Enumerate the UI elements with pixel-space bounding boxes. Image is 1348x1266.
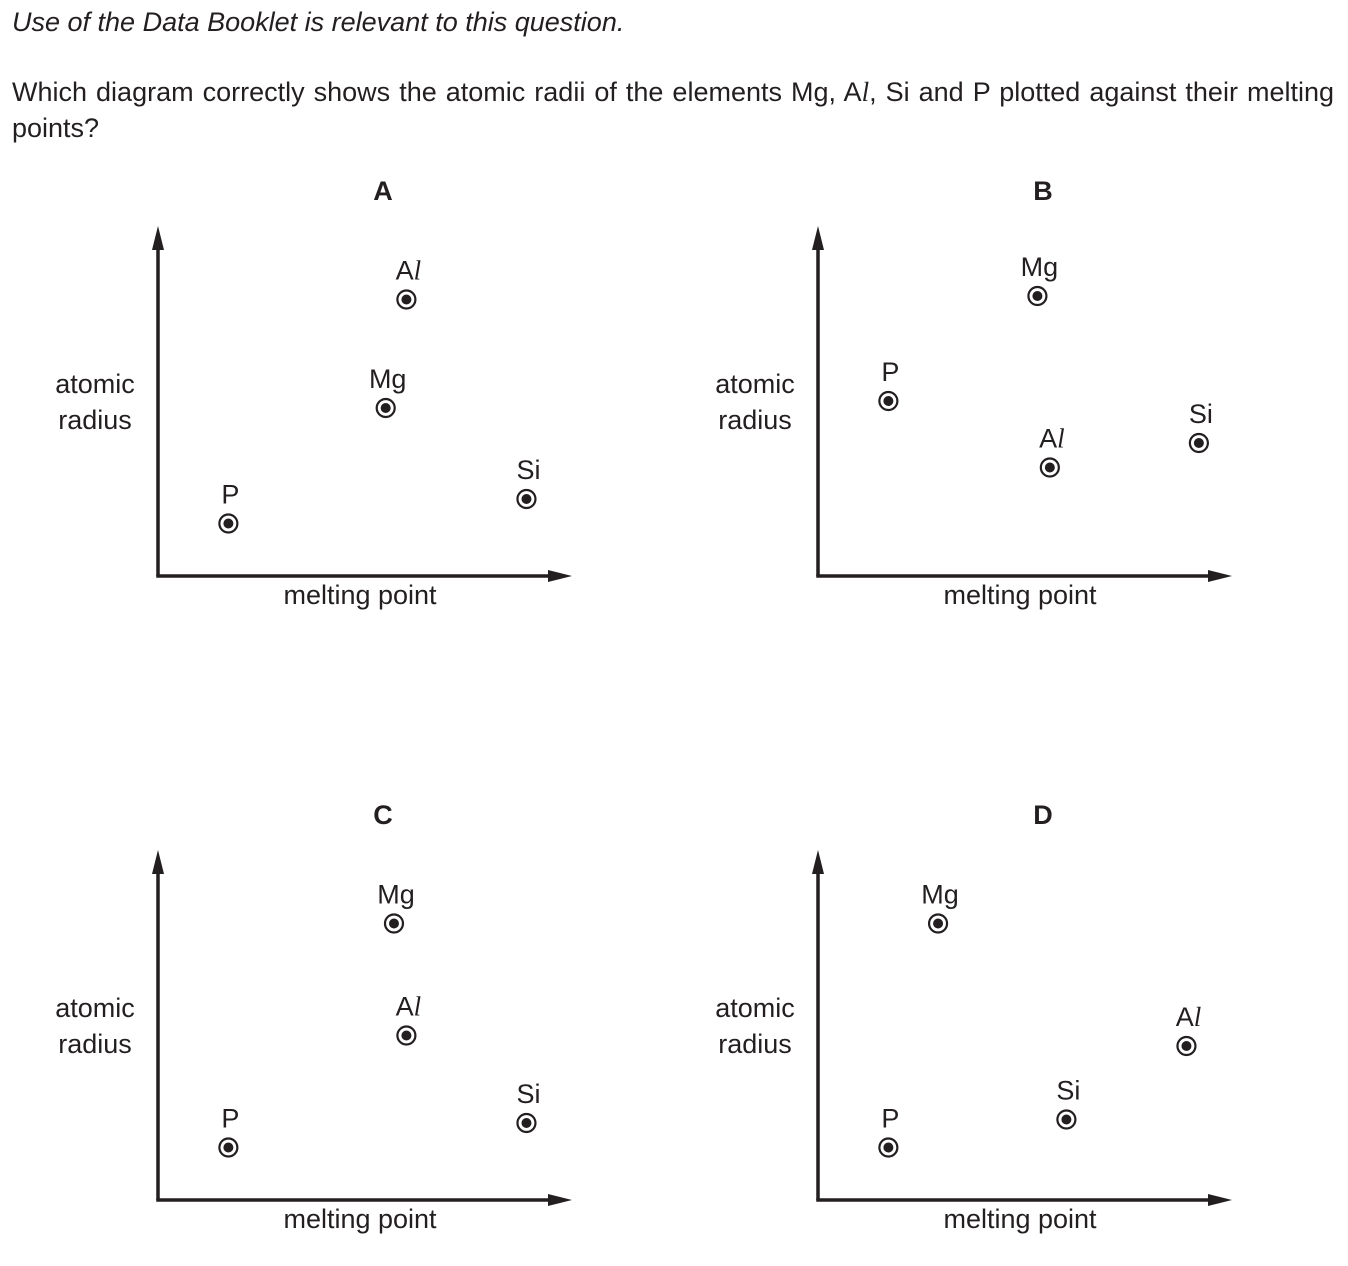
option-b-x-axis-arrow [1208, 570, 1232, 582]
option-a-point-p-dot [223, 518, 234, 529]
option-a-point-mg: Mg [369, 364, 407, 419]
question-start: Which diagram correctly shows the atomic… [12, 77, 862, 107]
option-d-plot-area: Mg Al Si P [812, 850, 1232, 1206]
question-italic-l: l [861, 77, 870, 107]
option-c-point-p-label: P [221, 1104, 239, 1134]
option-c-point-mg: Mg [377, 880, 415, 934]
option-c-point-p-dot [223, 1142, 234, 1153]
option-d-x-axis-arrow [1208, 1194, 1232, 1206]
option-b-point-si: Si [1188, 399, 1213, 454]
option-a-chart[interactable]: A atomic radius melting point Al Mg Si P [40, 170, 620, 620]
option-c-y-axis-label: atomic radius [55, 993, 135, 1059]
option-b-point-mg: Mg [1021, 252, 1059, 307]
option-d-point-si-dot [1061, 1114, 1072, 1125]
option-d-x-axis-label: melting point [943, 1204, 1097, 1234]
option-d-point-si-label: Si [1056, 1076, 1080, 1106]
option-a-y-axis-arrow [152, 226, 164, 250]
option-a-point-p: P [218, 480, 239, 534]
option-d-point-al-dot [1181, 1041, 1192, 1051]
option-d-point-mg: Mg [921, 880, 959, 934]
option-b-x-axis-label: melting point [943, 580, 1097, 610]
option-b-chart[interactable]: B atomic radius melting point Mg P Si Al [700, 170, 1280, 620]
option-c-chart[interactable]: C atomic radius melting point Mg Al Si P [40, 794, 620, 1244]
option-c-point-p: P [218, 1104, 239, 1158]
option-b-point-al: Al [1039, 424, 1065, 478]
option-b-y-axis-arrow [812, 226, 824, 250]
option-c-x-axis-label: melting point [283, 1204, 437, 1234]
question-end: , Si and P plotted against their melting… [12, 77, 1334, 143]
option-d-point-al: Al [1176, 1002, 1202, 1057]
option-d-letter: D [1033, 800, 1053, 830]
option-d-point-mg-label: Mg [921, 880, 959, 910]
option-b-letter: B [1033, 176, 1053, 206]
question-text: Which diagram correctly shows the atomic… [12, 74, 1334, 146]
intro-text: Use of the Data Booklet is relevant to t… [12, 7, 625, 37]
option-c-x-axis-arrow [548, 1194, 572, 1206]
option-a-point-al: Al [396, 256, 422, 310]
option-c-point-si-label: Si [516, 1079, 540, 1109]
option-a-point-si-label: Si [516, 455, 540, 485]
option-d-point-mg-dot [933, 918, 944, 929]
option-b-plot-area: Mg P Si Al [812, 226, 1232, 582]
option-c-point-mg-dot [388, 918, 399, 929]
option-d-point-p-dot [883, 1142, 894, 1153]
option-a-point-al-label: Al [396, 256, 422, 286]
option-d-chart[interactable]: D atomic radius melting point Mg Al Si P [700, 794, 1280, 1244]
option-d-point-p: P [878, 1104, 899, 1158]
option-a-y-axis-label: atomic radius [55, 369, 135, 435]
option-c-point-al-dot [401, 1030, 412, 1041]
option-c-point-al-label: Al [396, 992, 422, 1022]
option-a-point-mg-label: Mg [369, 364, 407, 394]
option-b-point-si-dot [1193, 438, 1204, 448]
option-c-letter: C [373, 800, 393, 830]
option-c-plot-area: Mg Al Si P [152, 850, 572, 1206]
option-a-letter: A [373, 176, 393, 206]
option-d-point-al-label: Al [1176, 1002, 1202, 1032]
option-a-point-al-dot [401, 294, 412, 305]
option-d-y-axis-arrow [812, 850, 824, 874]
option-a-point-p-label: P [221, 480, 239, 510]
option-b-point-mg-label: Mg [1021, 252, 1059, 282]
option-c-point-mg-label: Mg [377, 880, 415, 910]
option-b-point-p-dot [883, 396, 894, 406]
option-b-point-al-dot [1044, 462, 1055, 473]
option-b-point-mg-dot [1032, 291, 1043, 301]
option-b-y-axis-label: atomic radius [715, 369, 795, 435]
option-a-x-axis-label: melting point [283, 580, 437, 610]
option-d-y-axis-label: atomic radius [715, 993, 795, 1059]
option-a-point-si: Si [516, 455, 540, 510]
option-b-point-p-label: P [881, 357, 899, 387]
option-a-x-axis-arrow [548, 570, 572, 582]
option-c-point-si: Si [516, 1079, 540, 1134]
option-b-point-al-label: Al [1039, 424, 1065, 454]
option-c-y-axis-arrow [152, 850, 164, 874]
option-a-point-si-dot [521, 494, 532, 504]
option-c-point-si-dot [521, 1118, 532, 1128]
option-a-point-mg-dot [380, 403, 391, 413]
option-a-plot-area: Al Mg Si P [152, 226, 572, 582]
option-d-point-si: Si [1056, 1076, 1080, 1130]
option-d-point-p-label: P [881, 1104, 899, 1134]
option-c-point-al: Al [396, 992, 422, 1046]
option-b-point-si-label: Si [1189, 399, 1213, 429]
option-b-point-p: P [878, 357, 899, 412]
